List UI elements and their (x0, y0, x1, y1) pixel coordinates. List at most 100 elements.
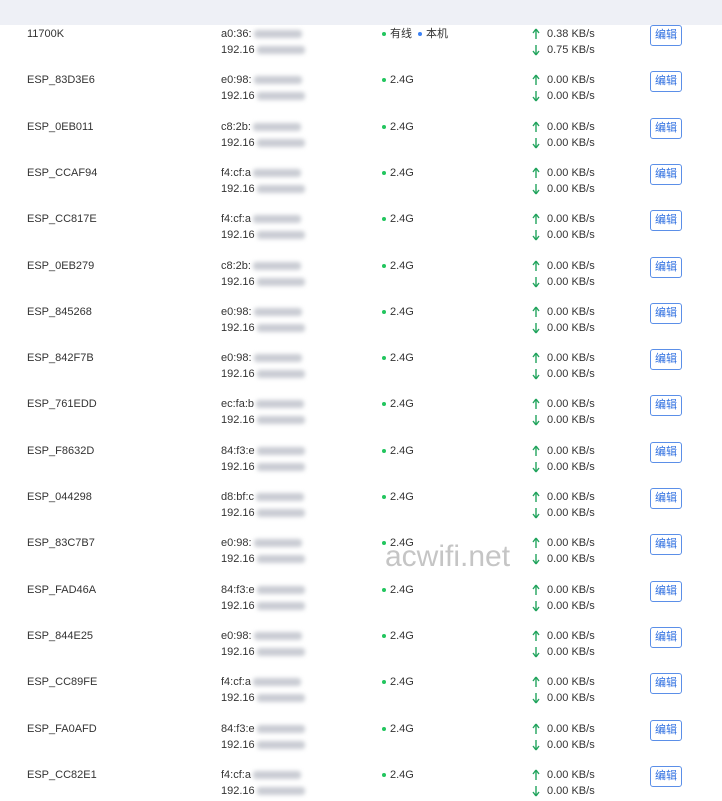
device-name: ESP_0EB279 (27, 259, 95, 272)
status-dot (382, 217, 386, 222)
edit-button[interactable]: 编辑 (650, 71, 682, 93)
blurred (257, 694, 305, 703)
mac: a0:36: (221, 28, 252, 40)
connection: 2.4G (390, 768, 414, 781)
ip: 192.16 (221, 136, 255, 149)
connection: 2.4G (390, 722, 414, 735)
mac: f4:cf:a (221, 213, 251, 226)
up-speed: 0.00 KB/s (547, 74, 595, 87)
blurred (257, 740, 305, 749)
down-arrow (532, 507, 540, 523)
edit-button[interactable]: 编辑 (650, 488, 682, 509)
connection: 2.4G (390, 259, 414, 272)
mac: d8:bf:c (221, 491, 255, 503)
blurred (256, 493, 304, 501)
mac: c8:2b: (221, 259, 251, 272)
down-arrow (532, 276, 540, 292)
edit-button[interactable]: 编辑 (650, 117, 682, 139)
blurred (257, 585, 305, 594)
up-arrow (532, 398, 540, 414)
ip: 192.16 (221, 44, 255, 56)
ip: 192.16 (221, 738, 255, 751)
edit-button[interactable]: 编辑 (650, 719, 682, 741)
blurred (257, 370, 305, 379)
blurred (254, 354, 302, 363)
edit-button[interactable]: 编辑 (650, 25, 682, 46)
edit-button[interactable]: 编辑 (650, 765, 682, 787)
status-dot (382, 32, 386, 36)
ip: 192.16 (221, 460, 255, 473)
down-speed: 0.00 KB/s (547, 553, 595, 566)
edit-button[interactable]: 编辑 (650, 395, 682, 417)
device-name: ESP_CC82E1 (27, 768, 97, 781)
blurred (253, 168, 301, 177)
edit-button[interactable]: 编辑 (650, 302, 682, 324)
edit-button[interactable]: 编辑 (650, 210, 682, 232)
down-speed: 0.00 KB/s (547, 136, 595, 149)
down-speed: 0.75 KB/s (547, 44, 595, 56)
down-speed: 0.00 KB/s (547, 507, 595, 519)
blurred (257, 184, 305, 193)
edit-button[interactable]: 编辑 (650, 626, 682, 648)
blurred (257, 231, 305, 240)
down-speed: 0.00 KB/s (547, 321, 595, 334)
up-arrow (532, 723, 540, 739)
down-speed: 0.00 KB/s (547, 414, 595, 427)
up-arrow (532, 537, 540, 553)
up-arrow (532, 167, 540, 183)
up-arrow (532, 630, 540, 646)
down-speed: 0.00 KB/s (547, 368, 595, 381)
up-speed: 0.00 KB/s (547, 491, 595, 503)
up-speed: 0.00 KB/s (547, 537, 595, 550)
down-speed: 0.00 KB/s (547, 182, 595, 195)
edit-button[interactable]: 编辑 (650, 580, 682, 602)
down-arrow (532, 368, 540, 384)
mac: f4:cf:a (221, 676, 251, 689)
down-arrow (532, 785, 540, 801)
up-speed: 0.00 KB/s (547, 398, 595, 411)
up-speed: 0.00 KB/s (547, 213, 595, 226)
connection: 2.4G (390, 583, 414, 596)
connection: 2.4G (390, 676, 414, 689)
edit-button[interactable]: 编辑 (650, 349, 682, 371)
up-speed: 0.00 KB/s (547, 583, 595, 596)
up-speed: 0.00 KB/s (547, 676, 595, 689)
down-speed: 0.00 KB/s (547, 275, 595, 288)
device-name: ESP_FAD46A (27, 583, 97, 596)
device-name: ESP_CC817E (27, 213, 97, 226)
blurred (253, 261, 301, 270)
edit-button[interactable]: 编辑 (650, 534, 682, 556)
down-arrow (532, 414, 540, 430)
up-arrow (532, 769, 540, 785)
connection: 2.4G (390, 629, 414, 642)
device-name: ESP_761EDD (27, 398, 97, 411)
status-dot (382, 356, 386, 361)
edit-button[interactable]: 编辑 (650, 673, 682, 695)
status-dot (382, 170, 386, 175)
connection: 2.4G (390, 120, 414, 133)
status-dot (382, 772, 386, 777)
ip: 192.16 (221, 368, 255, 381)
mac: f4:cf:a (221, 768, 251, 781)
edit-button[interactable]: 编辑 (650, 441, 682, 463)
blurred (254, 631, 302, 640)
blurred (257, 277, 305, 286)
edit-button[interactable]: 编辑 (650, 163, 682, 185)
status-dot (382, 448, 386, 453)
up-speed: 0.00 KB/s (547, 120, 595, 133)
blurred (254, 539, 302, 548)
mac: e0:98: (221, 352, 252, 365)
ip: 192.16 (221, 692, 255, 705)
up-speed: 0.00 KB/s (547, 629, 595, 642)
status-dot (382, 402, 386, 407)
blurred (257, 92, 305, 101)
up-arrow (532, 491, 540, 507)
blurred (254, 30, 302, 38)
down-arrow (532, 229, 540, 245)
edit-button[interactable]: 编辑 (650, 256, 682, 278)
ip: 192.16 (221, 321, 255, 334)
mac: e0:98: (221, 537, 252, 550)
blurred (257, 46, 305, 54)
status-dot (382, 726, 386, 731)
